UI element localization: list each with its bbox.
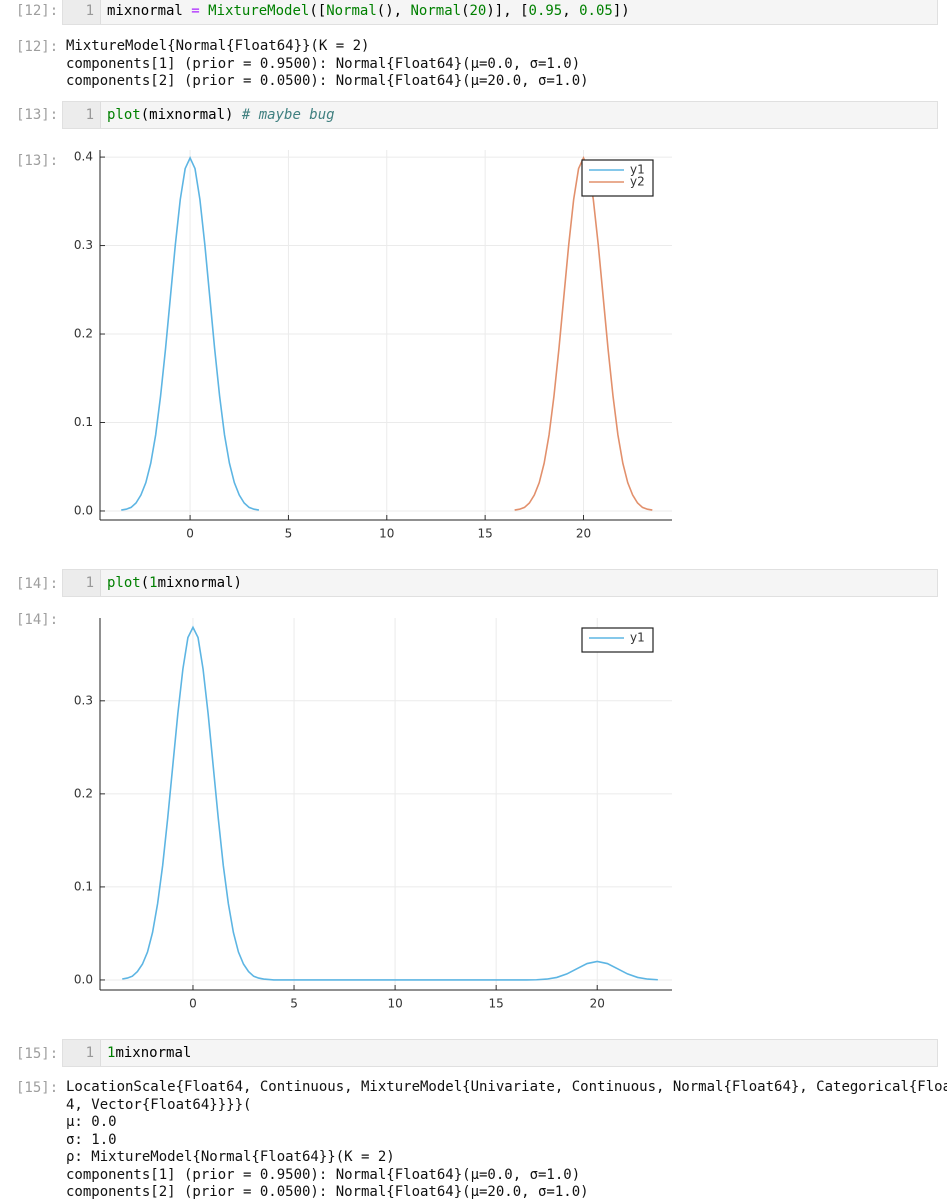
prompt-out: [15]: [16, 1080, 59, 1096]
code-token: mixnormal [107, 3, 192, 19]
output-line: LocationScale{Float64, Continuous, Mixtu… [66, 1079, 947, 1095]
code-cell[interactable]: 1 plot(1mixnormal) [62, 569, 938, 597]
output-line: μ: 0.0 [66, 1114, 117, 1130]
code-token [200, 3, 208, 19]
legend-box [581, 159, 654, 197]
y-tick-label: 0.2 [74, 327, 93, 341]
code-token: ( [140, 575, 150, 591]
legend-label: y1 [630, 631, 645, 645]
output-line: σ: 1.0 [66, 1131, 117, 1148]
y-tick-label: 0.1 [74, 415, 93, 429]
series-line [122, 625, 658, 981]
legend-label: y2 [630, 175, 645, 189]
code-token: ( [461, 3, 470, 19]
code-token: Normal [326, 3, 377, 19]
code-token: (mixnormal) [140, 107, 242, 123]
code-cell[interactable]: 1 mixnormal = MixtureModel([Normal(), No… [62, 0, 938, 25]
line-number: 1 [63, 1040, 101, 1066]
x-tick-label: 10 [379, 527, 394, 541]
code-cell[interactable]: 1 plot(mixnormal) # maybe bug [62, 101, 938, 129]
code-token: plot [107, 575, 141, 591]
code-token: 0.05 [579, 3, 613, 19]
code: plot(mixnormal) # maybe bug [107, 102, 335, 128]
series-line [121, 156, 260, 511]
line-number: 1 [63, 570, 101, 596]
code-token: # maybe bug [241, 107, 335, 123]
code-token: mixnormal [115, 1045, 192, 1061]
legend-label: y1 [630, 163, 645, 177]
y-tick-label: 0.0 [74, 972, 93, 986]
series-line [514, 156, 653, 511]
output-line: components[1] (prior = 0.9500): Normal{F… [66, 1166, 581, 1183]
legend-box [581, 627, 654, 653]
x-tick-label: 0 [189, 997, 197, 1011]
code-token: , [562, 3, 580, 19]
code-token: ([ [309, 3, 327, 19]
x-tick-label: 5 [290, 997, 298, 1011]
code-token: )], [ [486, 3, 529, 19]
output-line: components[2] (prior = 0.0500): Normal{F… [66, 73, 589, 89]
y-tick-label: 0.2 [74, 786, 93, 800]
x-tick-label: 20 [576, 527, 591, 541]
y-tick-label: 0.3 [74, 693, 93, 707]
y-tick-label: 0.4 [74, 150, 93, 164]
prompt-in: [13]: [16, 107, 59, 123]
x-tick-label: 20 [590, 997, 605, 1011]
prompt-out: [12]: [16, 39, 59, 55]
code-token: (), [376, 3, 411, 19]
prompt-in: [12]: [16, 3, 59, 19]
output: MixtureModel{Normal{Float64}}(K = 2) comp… [66, 38, 589, 91]
output-line: components[1] (prior = 0.9500): Normal{F… [66, 55, 581, 72]
code: 1mixnormal [107, 1040, 191, 1066]
code-token: 20 [469, 3, 487, 19]
prompt-out: [13]: [16, 153, 59, 169]
prompt-out: [14]: [16, 612, 59, 628]
code: mixnormal = MixtureModel([Normal(), Norm… [107, 0, 630, 24]
output-line: 4, Vector{Float64}}}}( [66, 1096, 252, 1113]
code-token: 1 [149, 575, 158, 591]
prompt-in: [15]: [16, 1046, 59, 1062]
line-number: 1 [63, 102, 101, 128]
y-tick-label: 0.0 [74, 503, 93, 517]
code-token: ]) [612, 3, 630, 19]
output-line: ρ: MixtureModel{Normal{Float64}}(K = 2) [66, 1149, 395, 1165]
code-token: mixnormal) [157, 575, 242, 591]
code-token: 1 [107, 1045, 116, 1061]
code-token: Normal [410, 3, 462, 19]
output-line: MixtureModel{Normal{Float64}}(K = 2) [66, 38, 370, 54]
code: plot(1mixnormal) [107, 570, 242, 596]
x-tick-label: 15 [489, 997, 504, 1011]
x-tick-label: 15 [477, 527, 492, 541]
code-token: plot [107, 107, 141, 123]
y-tick-label: 0.3 [74, 238, 93, 252]
output-line: components[2] (prior = 0.0500): Normal{F… [66, 1184, 589, 1200]
x-tick-label: 10 [387, 997, 402, 1011]
line-number: 1 [63, 0, 101, 24]
code-token: 0.95 [528, 3, 563, 19]
code-token: = [191, 3, 200, 19]
code-token: MixtureModel [208, 3, 310, 19]
prompt-in: [14]: [16, 576, 59, 592]
output: LocationScale{Float64, Continuous, Mixtu… [66, 1079, 947, 1202]
y-tick-label: 0.1 [74, 879, 93, 893]
x-tick-label: 0 [186, 527, 194, 541]
code-cell[interactable]: 1 1mixnormal [62, 1039, 938, 1067]
x-tick-label: 5 [285, 527, 293, 541]
